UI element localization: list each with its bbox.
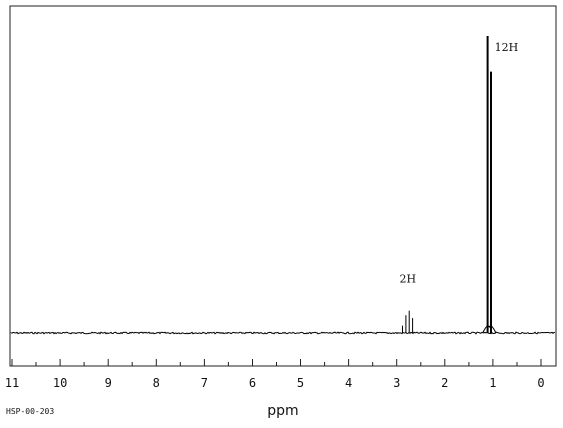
x-axis-ticks [11,359,542,366]
peaks [402,36,497,334]
tick-label-1: 1 [489,376,496,390]
tick-label-0: 0 [537,376,544,390]
peak-foot [482,325,497,334]
peak-annotations: 2H 12H [400,41,519,286]
spectrum-trace [10,331,556,335]
x-axis-title: ppm [267,403,298,419]
tick-label-10: 10 [53,376,67,390]
tick-label-4: 4 [345,376,352,390]
integration-label-0: 2H [400,273,417,286]
tick-label-11: 11 [5,376,19,390]
integration-label-1: 12H [495,41,519,54]
tick-label-2: 2 [441,376,448,390]
x-axis-tick-labels: 11 10 9 8 7 6 5 4 3 2 1 0 [5,376,545,390]
tick-label-9: 9 [105,376,112,390]
plot-frame [9,5,557,367]
tick-label-6: 6 [249,376,256,390]
tick-label-7: 7 [201,376,208,390]
tick-label-8: 8 [153,376,160,390]
tick-label-3: 3 [393,376,400,390]
tick-label-5: 5 [297,376,304,390]
spectrum-id-label: HSP-00-203 [6,407,54,416]
